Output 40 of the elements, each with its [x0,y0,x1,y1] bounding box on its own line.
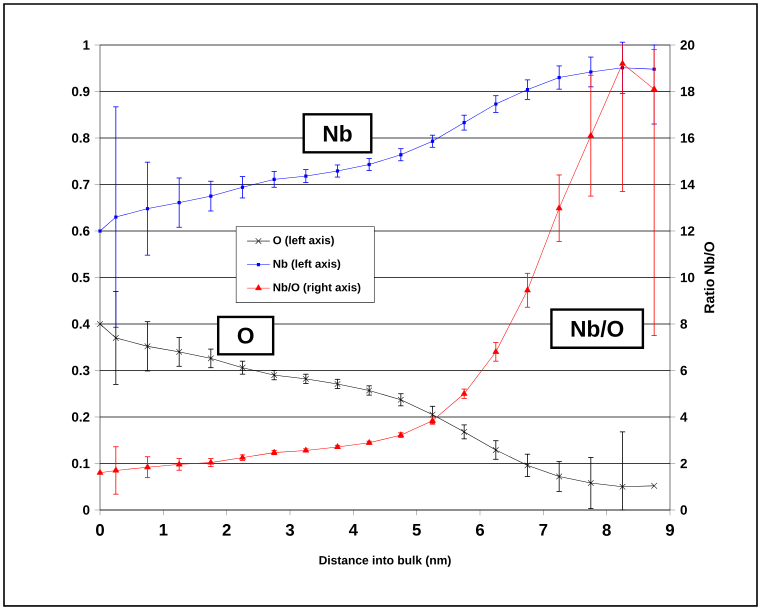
y2-tick-label: 20 [680,40,694,50]
y2-tick-label: 6 [680,366,687,376]
x-tick-label: 0 [96,524,104,536]
y2-tick-label: 12 [680,226,694,236]
y2-tick-label: 4 [680,412,688,422]
x-tick-label: 9 [666,524,674,536]
x-tick-label: 3 [286,524,294,536]
y-tick-label: 0.3 [72,366,90,376]
x-tick-label: 8 [602,524,611,536]
y2-tick-label: 8 [680,319,688,329]
y-tick-label: 0.8 [72,133,90,143]
x-tick-label: 2 [222,524,231,536]
y2-tick-label: 10 [680,272,694,282]
legend-label: Nb (left axis) [274,259,340,270]
y-tick-label: 0.4 [72,319,90,329]
y2-tick-label: 18 [680,86,694,96]
y-tick-label: 0.9 [72,86,90,96]
x-tick-label: 1 [160,524,168,536]
x-tick-label: 5 [412,524,421,536]
annotation: Nb/O [572,320,624,338]
y2-tick-label: 14 [680,180,695,190]
y-tick-label: 1 [83,40,90,50]
y-tick-label: 0.6 [72,226,90,236]
y2-tick-label: 0 [680,505,687,515]
y-tick-label: 0.5 [72,272,90,282]
legend-label: O (left axis) [273,236,334,246]
annotation: Nb [324,125,352,142]
y-tick-label: 0.2 [72,412,90,422]
y2-axis-title: Ratio Nb/O [704,242,714,313]
y2-tick-label: 16 [680,133,694,143]
x-tick-label: 6 [476,524,484,536]
y-tick-label: 0.1 [72,458,90,468]
x-axis-title: Distance into bulk (nm) [319,556,451,567]
y2-tick-label: 2 [680,458,687,468]
annotation: O [238,328,254,344]
y-tick-label: 0 [83,505,90,515]
x-tick-label: 7 [539,524,548,536]
x-tick-label: 4 [348,524,358,536]
y-tick-label: 0.7 [72,180,90,190]
legend-label: Nb/O (right axis) [274,283,360,294]
